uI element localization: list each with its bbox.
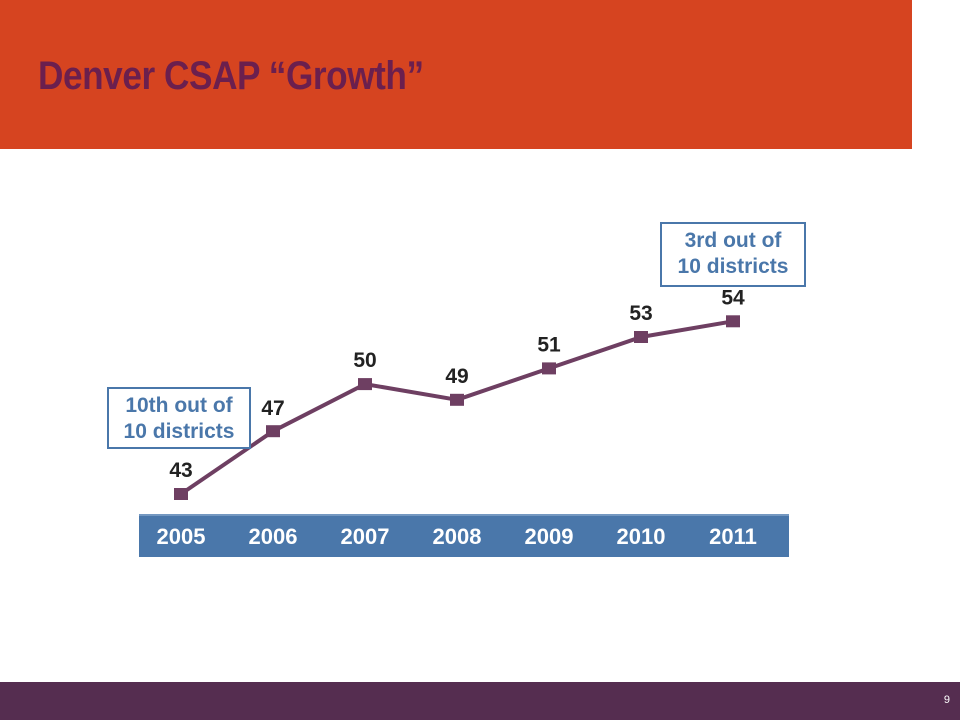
data-point-marker xyxy=(358,378,372,391)
data-point-marker xyxy=(726,315,740,328)
callout-text: 10 districts xyxy=(678,255,789,278)
x-tick-label: 2005 xyxy=(157,524,206,549)
x-tick-label: 2010 xyxy=(617,524,666,549)
data-label: 49 xyxy=(445,365,468,388)
x-axis-band xyxy=(139,514,789,557)
callout-text: 3rd out of xyxy=(685,229,783,252)
data-point-marker xyxy=(266,425,280,438)
title-banner: Denver CSAP “Growth” xyxy=(0,0,912,149)
x-tick-label: 2006 xyxy=(249,524,298,549)
data-label: 43 xyxy=(169,459,192,482)
callout-box xyxy=(660,222,806,287)
x-tick-label: 2009 xyxy=(525,524,574,549)
callout-box xyxy=(107,387,251,449)
growth-line-chart: 2005 2006 2007 2008 2009 2010 2011 43 47 50 49 51 53… xyxy=(107,222,806,557)
data-label: 53 xyxy=(629,302,652,325)
data-point-marker xyxy=(174,488,188,500)
slide-title: Denver CSAP “Growth” xyxy=(38,54,424,98)
x-tick-label: 2011 xyxy=(709,524,757,549)
page-number: 9 xyxy=(943,694,950,706)
data-point-marker xyxy=(634,331,648,343)
x-tick-label: 2008 xyxy=(433,524,482,549)
callout-text: 10th out of xyxy=(125,394,233,417)
data-label: 47 xyxy=(261,397,284,420)
data-point-marker xyxy=(542,362,556,375)
data-label: 51 xyxy=(537,333,561,356)
x-tick-label: 2007 xyxy=(341,524,390,549)
data-point-marker xyxy=(450,393,464,406)
callout-text: 10 districts xyxy=(124,420,235,443)
data-label: 50 xyxy=(353,349,376,372)
data-label: 54 xyxy=(721,286,745,309)
footer-bar: 9 xyxy=(0,682,960,720)
